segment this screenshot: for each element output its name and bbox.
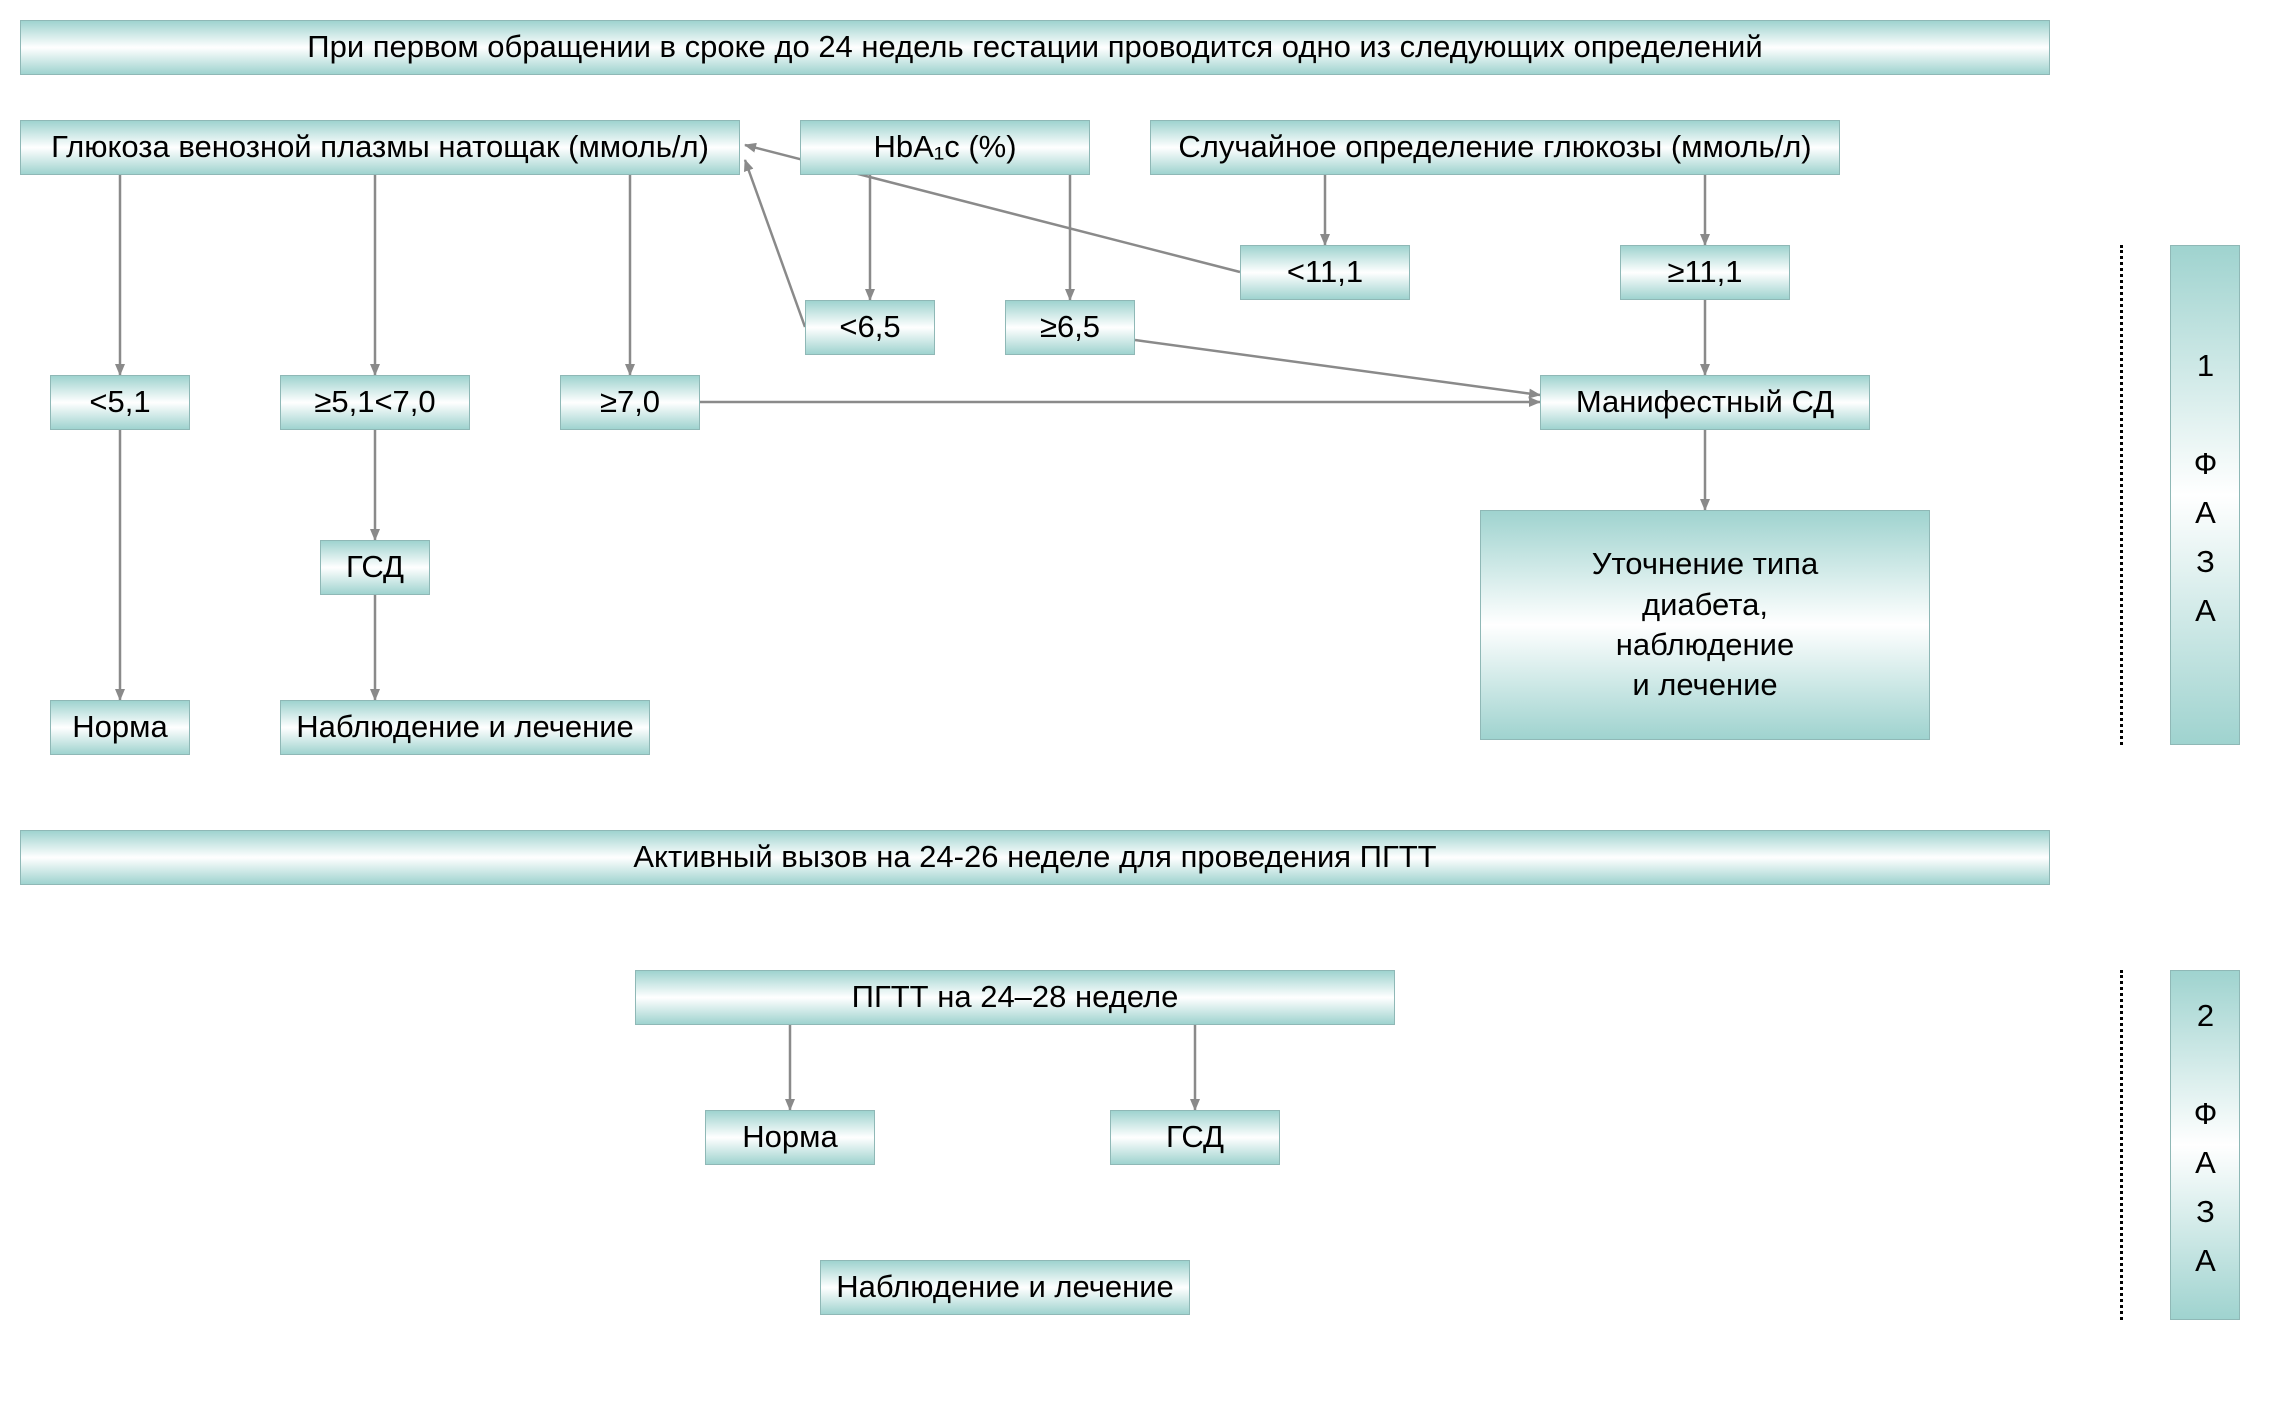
node-norma2: Норма	[705, 1110, 875, 1165]
node-manifest: Манифестный СД	[1540, 375, 1870, 430]
node-glucose_fasting: Глюкоза венозной плазмы натощак (ммоль/л…	[20, 120, 740, 175]
node-banner1: При первом обращении в сроке до 24 недел…	[20, 20, 2050, 75]
node-lt111: <11,1	[1240, 245, 1410, 300]
flowchart-stage: При первом обращении в сроке до 24 недел…	[0, 0, 2269, 1425]
dotted-separator	[2120, 970, 2123, 1320]
dotted-separator	[2120, 245, 2123, 745]
arrow	[1135, 340, 1540, 395]
node-ge51lt7: ≥5,1<7,0	[280, 375, 470, 430]
node-lt51: <5,1	[50, 375, 190, 430]
node-banner2: Активный вызов на 24-26 неделе для прове…	[20, 830, 2050, 885]
arrow	[745, 160, 805, 327]
node-clarify: Уточнение типа диабета, наблюдение и леч…	[1480, 510, 1930, 740]
phase-phase1: 1 ФАЗА	[2170, 245, 2240, 745]
node-ge65: ≥6,5	[1005, 300, 1135, 355]
node-lt65: <6,5	[805, 300, 935, 355]
node-gsd: ГСД	[320, 540, 430, 595]
phase-phase2: 2 ФАЗА	[2170, 970, 2240, 1320]
node-gsd2: ГСД	[1110, 1110, 1280, 1165]
node-observe: Наблюдение и лечение	[280, 700, 650, 755]
node-pgtt: ПГТТ на 24–28 неделе	[635, 970, 1395, 1025]
node-norma: Норма	[50, 700, 190, 755]
node-hba1c: HbA₁c (%)	[800, 120, 1090, 175]
node-ge70: ≥7,0	[560, 375, 700, 430]
node-observe2: Наблюдение и лечение	[820, 1260, 1190, 1315]
node-ge111: ≥11,1	[1620, 245, 1790, 300]
node-random_glucose: Случайное определение глюкозы (ммоль/л)	[1150, 120, 1840, 175]
